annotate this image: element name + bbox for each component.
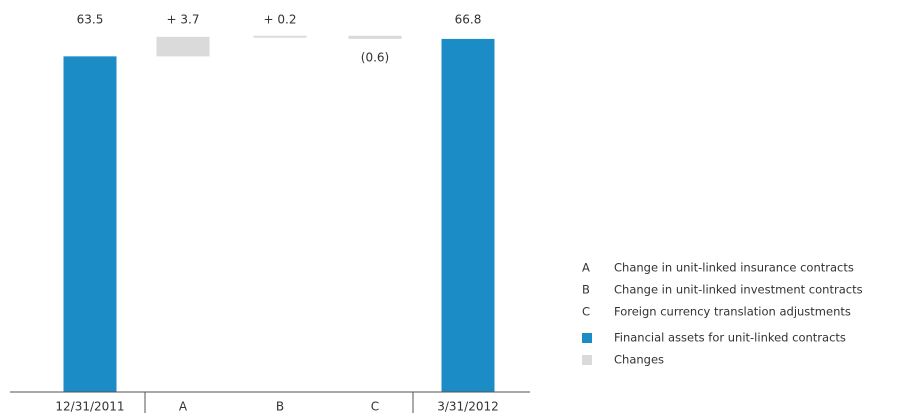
x-tick-label: C [371, 400, 379, 414]
legend-label: Change in unit-linked insurance contract… [614, 261, 854, 275]
legend-label: Financial assets for unit-linked contrac… [614, 331, 846, 345]
bar [156, 36, 210, 57]
x-tick-label: 12/31/2011 [55, 400, 124, 414]
bar [348, 35, 402, 39]
bar [441, 38, 495, 393]
x-tick-label: B [276, 400, 284, 414]
value-label: + 0.2 [264, 13, 297, 27]
legend-label: Change in unit-linked investment contrac… [614, 283, 863, 297]
legend-key: B [582, 283, 590, 297]
value-label: 66.8 [455, 13, 482, 27]
legend-key: A [582, 261, 590, 275]
value-label: 63.5 [77, 13, 104, 27]
legend-label: Changes [614, 353, 664, 367]
legend-label: Foreign currency translation adjustments [614, 305, 851, 319]
legend-swatch [582, 333, 592, 343]
x-tick-label: A [179, 400, 188, 414]
value-label: + 3.7 [167, 13, 200, 27]
legend-swatch [582, 355, 592, 365]
bar [63, 56, 117, 392]
value-label: (0.6) [361, 50, 389, 64]
bar [253, 35, 307, 38]
x-tick-label: 3/31/2012 [437, 400, 499, 414]
legend-key: C [582, 305, 590, 319]
